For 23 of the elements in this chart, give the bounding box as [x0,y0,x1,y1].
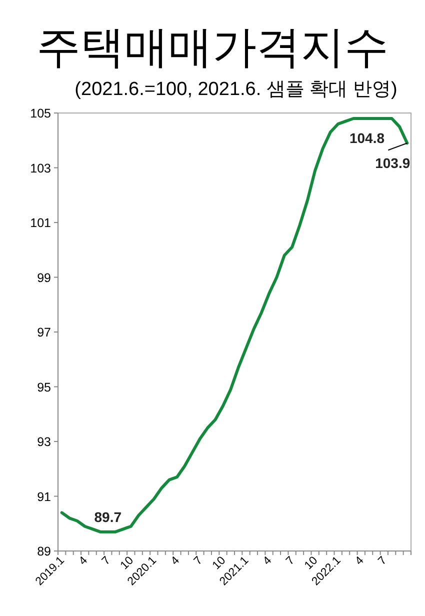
x-tick-label: 4 [76,554,90,568]
y-tick-label: 93 [37,435,52,449]
chart-title: 주택매매가격지수 [36,23,388,72]
x-tick-label: 7 [284,554,298,568]
y-tick-label: 89 [37,544,52,558]
y-tick-label: 91 [37,490,52,504]
x-tick-label: 4 [261,554,275,568]
x-tick-label: 7 [192,554,206,568]
x-tick-label: 7 [100,554,113,568]
chart-subtitle: (2021.6.=100, 2021.6. 샘플 확대 반영) [74,79,398,100]
x-tick-label: 7 [376,554,390,568]
y-tick-label: 95 [37,380,52,394]
x-tick-label: 4 [353,554,367,568]
y-tick-label: 103 [30,161,52,176]
y-tick-label: 101 [30,216,52,230]
y-tick-label: 99 [37,270,52,285]
line-series [60,116,409,534]
y-tick-label: 97 [37,326,52,340]
y-tick-label: 105 [30,106,52,120]
annotation: 103.9 [375,155,410,172]
annotation: 89.7 [94,508,122,525]
x-tick-label: 4 [169,554,182,568]
annotation: 104.8 [349,130,385,146]
